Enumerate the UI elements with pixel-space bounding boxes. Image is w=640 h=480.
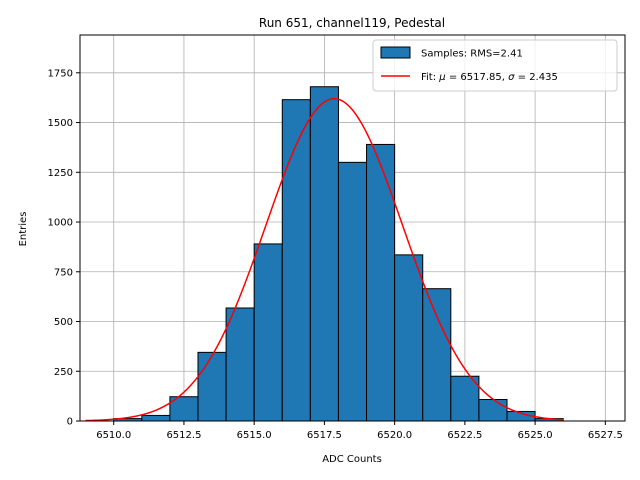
y-axis-label: Entries: [18, 212, 29, 247]
histogram-bar-4: [225, 307, 255, 422]
y-tick-label-2: 500: [54, 317, 73, 328]
legend-label-samples: Samples: RMS=2.41: [421, 49, 523, 60]
x-tick-label-4: 6520.0: [377, 430, 412, 441]
y-tick-label-3: 750: [54, 267, 73, 278]
legend-fit-mu-symbol: μ: [438, 72, 445, 83]
histogram-bar-1: [141, 414, 171, 422]
legend-fit-sigma-value: = 2.435: [514, 72, 557, 83]
x-tick-label-3: 6517.5: [307, 430, 342, 441]
histogram-bar-10: [394, 254, 424, 422]
x-tick-label-2: 6515.0: [237, 430, 272, 441]
legend-label-fit: Fit: μ = 6517.85, σ = 2.435: [421, 72, 558, 83]
y-tick-label-5: 1250: [48, 168, 73, 179]
histogram-bar-13: [478, 399, 508, 422]
legend-fit-prefix: Fit:: [421, 72, 439, 83]
histogram-bar-11: [422, 288, 452, 422]
y-tick-label-1: 250: [54, 367, 73, 378]
histogram-bars: [113, 86, 564, 422]
x-axis-label: ADC Counts: [322, 454, 382, 465]
x-tick-label-7: 6527.5: [588, 430, 623, 441]
axes-frame: [79, 34, 626, 422]
histogram-bar-5: [253, 243, 283, 422]
histogram-bar-12: [450, 375, 480, 422]
y-tick-label-6: 1500: [48, 118, 73, 129]
legend-box: [372, 39, 618, 92]
y-tick-label-0: 0: [67, 417, 73, 428]
histogram-bar-7: [309, 86, 339, 422]
histogram-bar-3: [197, 351, 227, 422]
histogram-bar-6: [281, 99, 311, 422]
chart-title: Run 651, channel119, Pedestal: [259, 16, 445, 30]
legend-fit-mu-value: = 6517.85,: [446, 72, 508, 83]
legend-fit-sigma-symbol: σ: [508, 72, 515, 83]
x-tick-label-6: 6525.0: [518, 430, 553, 441]
histogram-bar-9: [366, 143, 396, 422]
x-tick-label-1: 6512.5: [166, 430, 201, 441]
fit-curve: [85, 97, 564, 422]
axes: 6510.0 6512.5 6515.0 6517.5 6520.0 6522.5 6525…: [48, 34, 626, 441]
x-tick-label-0: 6510.0: [96, 430, 131, 441]
histogram-bar-8: [337, 161, 368, 422]
plot-area: 6510.0 6512.5 6515.0 6517.5 6520.0 6522.5 6525…: [48, 34, 626, 441]
y-tick-label-4: 1000: [48, 218, 73, 229]
x-tick-label-5: 6522.5: [447, 430, 482, 441]
legend: Samples: RMS=2.41 Fit: μ = 6517.85, σ = …: [372, 39, 618, 92]
legend-swatch-samples: [380, 46, 411, 59]
y-tick-label-7: 1750: [48, 68, 73, 79]
